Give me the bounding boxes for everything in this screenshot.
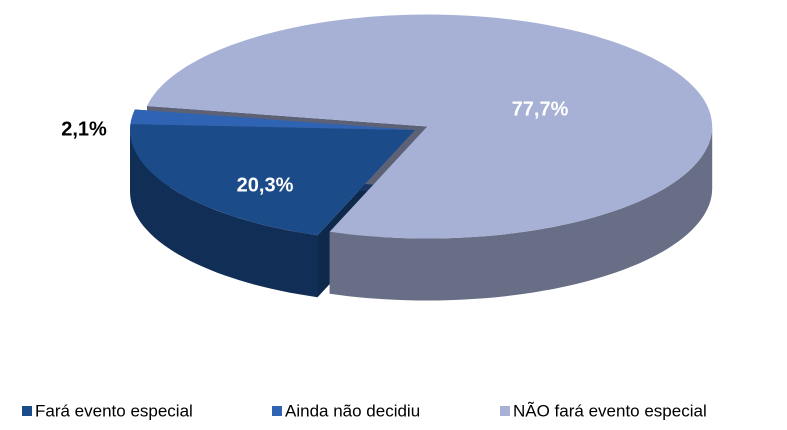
value-label: 77,7%: [512, 98, 569, 120]
legend-label: NÃO fará evento especial: [513, 401, 707, 420]
value-label: 20,3%: [237, 174, 294, 196]
value-label: 2,1%: [61, 118, 107, 140]
slice: [130, 109, 415, 130]
slice-side: [329, 126, 713, 301]
legend-swatch: [22, 406, 32, 416]
legend-swatch: [272, 406, 282, 416]
slice: [130, 124, 415, 236]
legend-label: Fará evento especial: [35, 401, 193, 420]
legend-swatch: [500, 406, 510, 416]
slice: [147, 14, 713, 239]
legend-label: Ainda não decidiu: [285, 401, 420, 420]
slice-side: [130, 130, 318, 298]
